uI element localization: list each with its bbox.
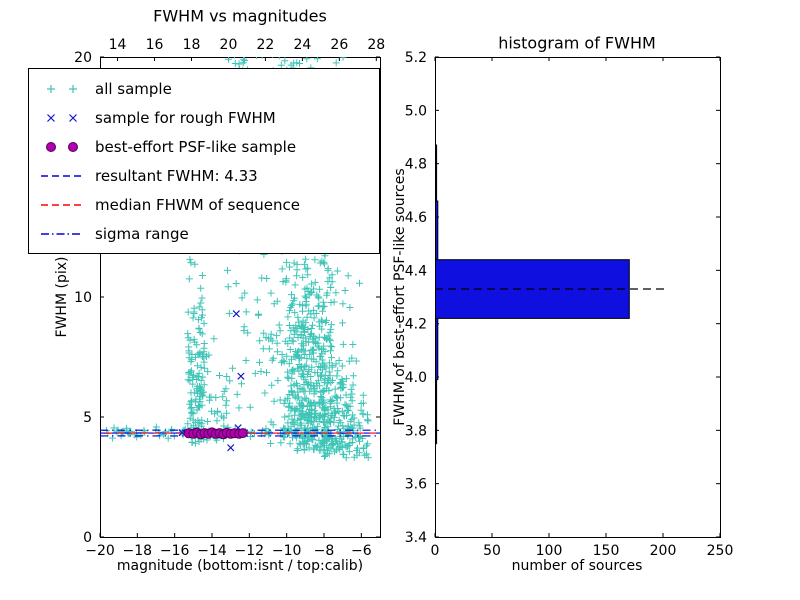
svg-text:4.6: 4.6 (405, 210, 427, 226)
svg-text:−18: −18 (123, 543, 153, 559)
svg-text:−10: −10 (272, 543, 302, 559)
svg-text:50: 50 (483, 543, 501, 559)
svg-text:4.0: 4.0 (405, 370, 427, 386)
svg-text:−12: −12 (235, 543, 265, 559)
svg-text:14: 14 (109, 37, 127, 53)
legend-item-4: median FHWM of sequence (39, 190, 369, 219)
legend-marker-x-icon (47, 113, 77, 122)
svg-text:−6: −6 (351, 543, 372, 559)
legend-item-label: sigma range (95, 224, 189, 243)
svg-text:3.6: 3.6 (405, 477, 427, 493)
svg-text:3.4: 3.4 (405, 530, 427, 546)
right-plot-title: histogram of FWHM (498, 33, 656, 53)
svg-text:26: 26 (330, 37, 348, 53)
svg-text:5.2: 5.2 (405, 50, 427, 66)
svg-text:3.8: 3.8 (405, 423, 427, 439)
legend-item-label: resultant FWHM: 4.33 (95, 166, 258, 185)
svg-text:250: 250 (707, 543, 734, 559)
svg-text:−20: −20 (85, 543, 115, 559)
legend-marker-plus-icon (47, 84, 77, 93)
legend-item-5: sigma range (39, 219, 369, 248)
legend-marker-dashed-icon (41, 174, 83, 177)
svg-text:24: 24 (293, 37, 311, 53)
svg-text:28: 28 (367, 37, 385, 53)
right-plot-xlabel: number of sources (511, 558, 643, 574)
svg-text:20: 20 (74, 50, 92, 66)
legend-item-3: resultant FWHM: 4.33 (39, 161, 369, 190)
svg-text:22: 22 (256, 37, 274, 53)
svg-text:200: 200 (650, 543, 677, 559)
legend-item-label: median FHWM of sequence (95, 195, 300, 214)
right-plot-ylabel: FWHM of best-effort PSF-like sources (392, 168, 408, 426)
svg-text:0: 0 (83, 530, 92, 546)
svg-text:4.2: 4.2 (405, 317, 427, 333)
svg-text:10: 10 (74, 290, 92, 306)
svg-text:100: 100 (536, 543, 563, 559)
svg-text:16: 16 (146, 37, 164, 53)
svg-text:−14: −14 (197, 543, 227, 559)
svg-text:5: 5 (83, 410, 92, 426)
svg-text:0: 0 (431, 543, 440, 559)
svg-text:150: 150 (593, 543, 620, 559)
svg-text:4.8: 4.8 (405, 157, 427, 173)
legend-item-label: all sample (95, 79, 172, 98)
legend-item-label: sample for rough FWHM (95, 108, 276, 127)
left-plot-ylabel: FWHM (pix) (54, 256, 70, 338)
svg-text:18: 18 (183, 37, 201, 53)
legend-item-label: best-effort PSF-like sample (95, 137, 297, 156)
svg-text:5.0: 5.0 (405, 103, 427, 119)
legend-item-2: best-effort PSF-like sample (39, 132, 369, 161)
legend-marker-dashed-icon (41, 203, 83, 206)
left-plot-title: FWHM vs magnitudes (153, 6, 327, 26)
legend-item-1: sample for rough FWHM (39, 103, 369, 132)
svg-text:4.4: 4.4 (405, 263, 427, 279)
legend-marker-dashdot-icon (41, 232, 83, 235)
left-plot-xlabel: magnitude (bottom:isnt / top:calib) (116, 558, 364, 574)
legend-item-0: all sample (39, 74, 369, 103)
svg-text:−16: −16 (160, 543, 190, 559)
legend: all sample sample for rough FWHM best-effo… (28, 68, 380, 254)
legend-marker-circle-icon (46, 141, 78, 152)
svg-text:20: 20 (220, 37, 238, 53)
svg-text:−8: −8 (314, 543, 335, 559)
